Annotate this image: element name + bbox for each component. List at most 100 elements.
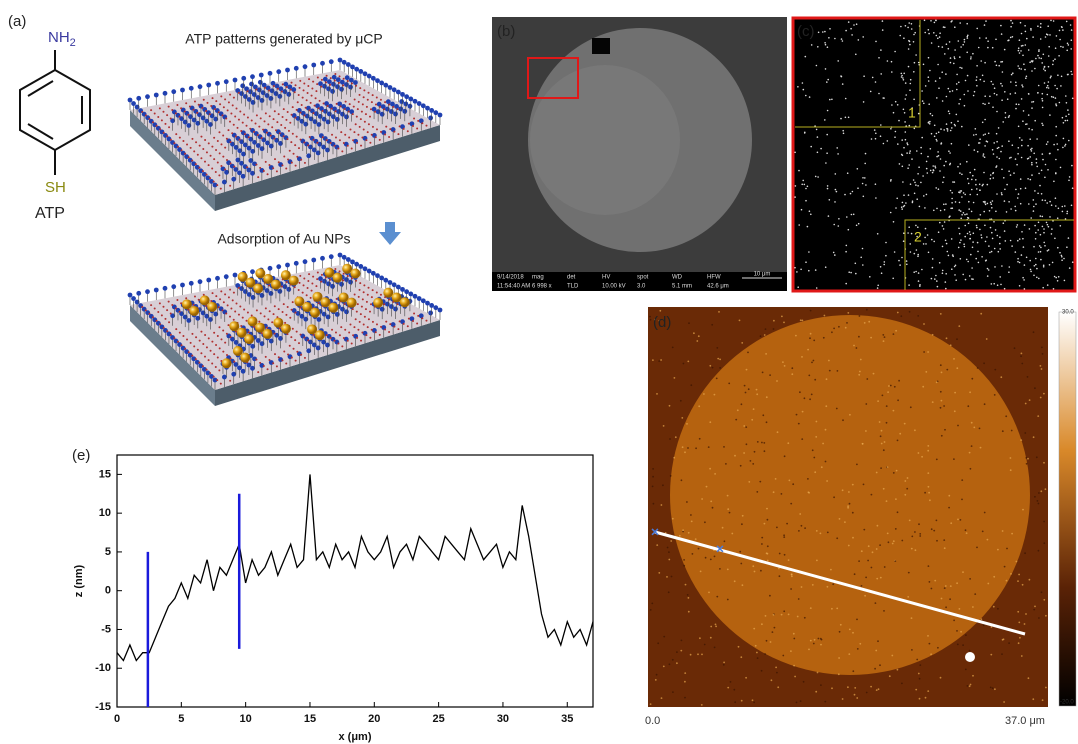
thiol-site xyxy=(236,302,238,304)
info-field: 11:54:40 AM xyxy=(497,284,530,290)
amine-head xyxy=(171,89,176,94)
particle xyxy=(933,32,935,34)
speckle xyxy=(700,571,702,573)
particle xyxy=(975,184,977,186)
thiol-site xyxy=(354,293,356,295)
particle xyxy=(1041,62,1043,64)
particle xyxy=(999,248,1001,250)
particle xyxy=(1021,254,1023,256)
speckle xyxy=(914,429,916,431)
thiol-site xyxy=(331,108,333,110)
amine-head xyxy=(353,80,358,85)
speckle xyxy=(876,578,878,580)
speckle xyxy=(820,644,822,646)
particle xyxy=(943,129,945,131)
particle xyxy=(906,152,908,154)
amine-head xyxy=(330,89,335,94)
particle xyxy=(985,260,987,262)
thiol-site xyxy=(295,165,297,167)
particle xyxy=(1044,70,1046,72)
amine-head xyxy=(329,254,334,259)
thiol-site xyxy=(267,123,269,125)
thiol-site xyxy=(334,340,336,342)
speckle xyxy=(1040,365,1042,367)
particle xyxy=(1048,249,1050,251)
speckle xyxy=(884,441,886,443)
particle xyxy=(1001,192,1003,194)
particle xyxy=(1017,240,1019,242)
amine-head xyxy=(265,93,270,98)
particle xyxy=(971,179,973,181)
particle xyxy=(1055,159,1057,161)
particle xyxy=(896,198,898,200)
speckle xyxy=(856,697,858,699)
info-field: 3.0 xyxy=(637,284,646,290)
particle xyxy=(979,184,981,186)
particle xyxy=(973,202,975,204)
thiol-site xyxy=(159,107,161,109)
thiol-site xyxy=(359,94,361,96)
thiol-site xyxy=(257,176,259,178)
thiol-site xyxy=(198,362,200,364)
thiol-site xyxy=(255,164,257,166)
thiol-site xyxy=(380,99,382,101)
speckle xyxy=(893,333,895,335)
thiol-site xyxy=(311,95,313,97)
speckle xyxy=(791,574,793,576)
amine-head xyxy=(131,296,136,301)
speckle xyxy=(709,421,711,423)
particle xyxy=(939,170,941,172)
particle xyxy=(948,48,950,50)
sem-zoom xyxy=(793,18,1075,291)
speckle xyxy=(817,672,819,674)
speckle xyxy=(979,428,981,430)
particle xyxy=(903,79,905,81)
thiol-site xyxy=(304,162,306,164)
thiol-site xyxy=(206,151,208,153)
particle xyxy=(971,267,973,269)
amine-head xyxy=(390,102,395,107)
particle xyxy=(968,144,970,146)
particle xyxy=(912,202,914,204)
thiol-site xyxy=(204,161,206,163)
amine-head xyxy=(383,278,388,283)
thiol-site xyxy=(202,343,204,345)
speckle xyxy=(880,577,882,579)
speckle xyxy=(838,657,840,659)
thiol-site xyxy=(287,138,289,140)
thiol-site xyxy=(209,177,211,179)
speckle xyxy=(1010,457,1012,459)
thiol-site xyxy=(176,104,178,106)
thiol-site xyxy=(204,139,206,141)
amine-head xyxy=(421,103,426,108)
particle xyxy=(1042,100,1044,102)
speckle xyxy=(809,398,811,400)
particle xyxy=(804,132,806,134)
speckle xyxy=(887,466,889,468)
thiol-site xyxy=(231,132,233,134)
speckle xyxy=(824,701,826,703)
thiol-site xyxy=(303,284,305,286)
thiol-site xyxy=(184,348,186,350)
thiol-site xyxy=(217,357,219,359)
thiol-site xyxy=(385,126,387,128)
amine-head xyxy=(260,293,265,298)
thiol-site xyxy=(416,127,418,129)
particle xyxy=(805,261,807,263)
thiol-site xyxy=(179,311,181,313)
amine-head xyxy=(215,81,220,86)
speckle xyxy=(827,586,829,588)
speckle xyxy=(923,323,925,325)
speckle xyxy=(876,548,878,550)
speckle xyxy=(1004,566,1006,568)
particle xyxy=(949,91,951,93)
speckle xyxy=(918,452,920,454)
particle xyxy=(979,37,981,39)
thiol-site xyxy=(217,162,219,164)
speckle xyxy=(715,626,717,628)
thiol-site xyxy=(148,313,150,315)
particle xyxy=(1024,69,1026,71)
particle xyxy=(901,206,903,208)
speckle xyxy=(839,518,841,520)
speckle xyxy=(994,369,996,371)
